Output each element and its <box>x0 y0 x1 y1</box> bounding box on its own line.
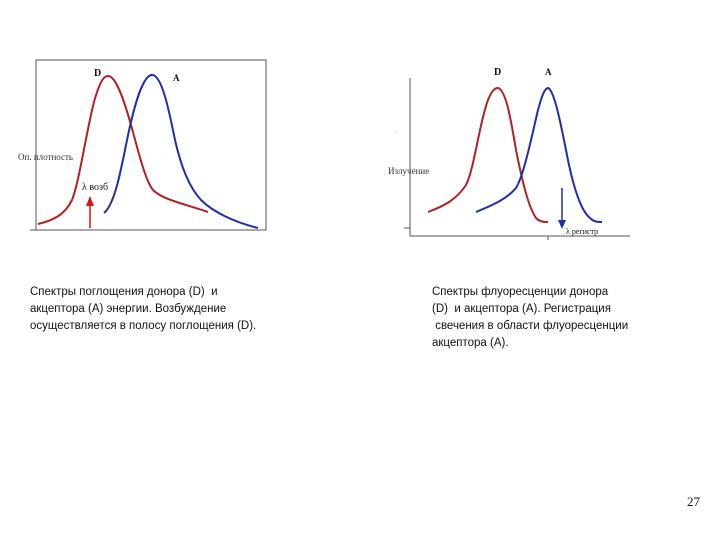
absorption-spectra-chart: Оп. плотность D A λ возб <box>18 59 267 231</box>
acceptor-fluorescence-curve <box>475 86 603 223</box>
left-donor-label: D <box>94 68 101 79</box>
registration-label: λ регистр <box>566 227 598 236</box>
left-chart-frame <box>35 59 267 231</box>
right-acceptor-label: A <box>545 67 552 77</box>
acceptor-absorption-curve <box>103 74 259 229</box>
right-caption: Спектры флуоресценции донора (D) и акцеп… <box>432 286 629 349</box>
right-donor-label: D <box>494 67 501 78</box>
left-y-axis-label: Оп. плотность <box>18 152 73 162</box>
donor-fluorescence-curve <box>427 86 549 223</box>
fluorescence-spectra-chart: . Излучение D A λ регистр <box>388 67 630 240</box>
right-y-axis-label: Излучение <box>388 166 429 176</box>
excitation-label: λ возб <box>82 182 108 193</box>
donor-absorption-curve <box>37 74 209 225</box>
registration-arrow-head <box>558 220 566 229</box>
excitation-arrow-head <box>86 196 94 206</box>
left-acceptor-label: A <box>173 73 180 83</box>
right-y-tick-label: . <box>395 128 397 134</box>
left-caption: Спектры поглощения донора (D) и акцептор… <box>30 286 257 332</box>
page-number: 27 <box>687 494 700 509</box>
